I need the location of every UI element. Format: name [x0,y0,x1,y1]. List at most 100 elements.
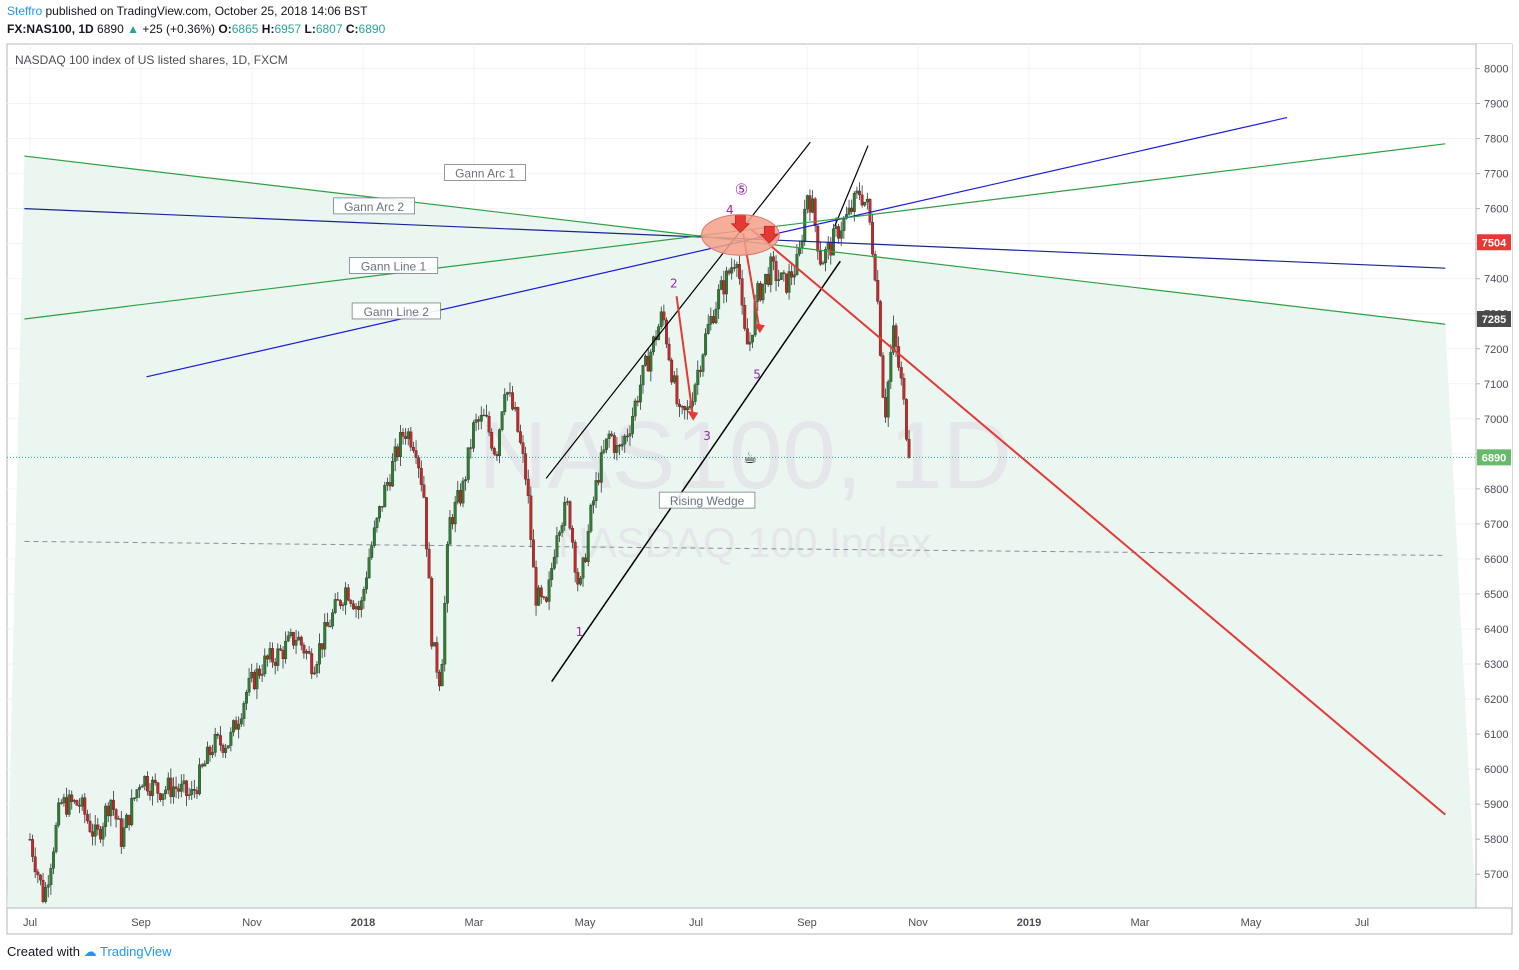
candle-body [539,587,543,597]
candle-body [93,824,97,837]
symbol-header: FX:NAS100, 1D 6890 ▲ +25 (+0.36%) O:6865… [7,22,385,36]
candle-body [743,305,747,329]
candle-body [372,527,376,546]
candle-body [730,267,734,274]
price-tick-label: 7100 [1484,379,1508,391]
candle-body [612,435,616,453]
candle-body [602,449,606,453]
candle-body [284,640,288,660]
candle-body [365,577,368,590]
footer: Created with ☁ TradingView [7,944,172,960]
annotation-label: Gann Line 2 [364,305,430,319]
candle-body [135,789,139,799]
candle-body [839,230,843,239]
price-change: +25 (+0.36%) [142,22,216,36]
candle-body [798,248,801,255]
down-arrow-icon [730,215,751,234]
time-tick-label: Jul [689,917,703,929]
candle-body [122,827,126,847]
candle-body [273,661,277,666]
candle-body [224,747,228,753]
annotation-label: Gann Arc 2 [344,200,404,214]
candle-body [161,793,165,800]
candle-body [623,435,627,445]
candle-body [803,208,807,242]
candle-body [112,799,115,810]
candle-body [858,190,861,196]
candle-body [289,632,293,636]
candle-body [829,241,833,256]
candle-body [886,381,890,418]
candle-body [388,482,392,487]
candle-body [905,399,908,440]
candle-body [471,422,475,449]
wave-label: 2 [670,276,678,290]
price-chart[interactable]: NAS100, 1D NASDAQ 100 Index 1 2 3 4 5 ⑤ Gann Arc… [0,0,1519,940]
watermark-symbol: NAS100, 1D [478,402,1012,509]
price-tick-label: 7400 [1484,274,1508,286]
candle-body [237,723,241,730]
candle-body [479,414,483,422]
candle-body [52,851,55,869]
candle-body [884,397,888,418]
time-tick-label: Mar [1131,917,1150,929]
candle-body [49,868,53,885]
candle-body [662,311,666,321]
candle-body [878,301,882,356]
candle-body [771,256,775,262]
candle-body [28,839,32,841]
wave-label: ⑤ [735,181,748,199]
candle-body [276,648,280,666]
time-tick-label: 2018 [351,917,375,929]
candle-body [200,764,204,767]
candle-body [255,668,259,690]
time-tick-label: Jul [1355,917,1369,929]
candle-body [38,874,42,881]
candle-body [234,720,238,730]
trend-line [551,260,841,682]
candle-body [391,461,395,487]
candle-body [584,557,588,562]
candle-body [440,664,444,687]
candle-body [631,416,635,434]
candle-body [537,587,541,606]
candle-body [164,789,168,794]
tradingview-link[interactable]: TradingView [100,944,172,959]
candle-body [218,735,222,746]
price-tick-label: 6200 [1484,694,1508,706]
candle-body [766,273,770,285]
created-with-text: Created with [7,944,80,959]
candle-body [104,805,108,827]
candle-body [375,517,379,528]
candle-body [46,884,50,888]
candle-body [114,809,118,820]
candle-body [411,447,415,451]
time-tick-label: May [1241,917,1262,929]
candle-body [589,504,593,532]
candle-body [409,431,413,448]
candle-body [229,731,233,746]
candle-body [717,289,721,310]
author-link[interactable]: Steffro [7,4,43,18]
price-tick-label: 6100 [1484,729,1508,741]
candle-body [482,414,486,417]
candle-body [232,720,235,733]
price-tick-label: 6800 [1484,484,1508,496]
candle-body [529,495,533,540]
candle-body [344,587,348,605]
price-tick-label: 6300 [1484,659,1508,671]
candle-body [907,439,911,458]
candle-body [158,793,162,800]
candle-body [305,651,308,654]
candle-body [727,270,731,274]
candle-body [385,482,389,486]
candle-body [552,556,556,569]
candle-body [401,432,405,437]
annotation-box [348,257,439,274]
candle-body [824,249,828,264]
candle-body [328,625,332,628]
candle-body [618,445,621,447]
candle-body [518,431,522,443]
candle-body [302,644,306,654]
candle-body [638,384,642,403]
